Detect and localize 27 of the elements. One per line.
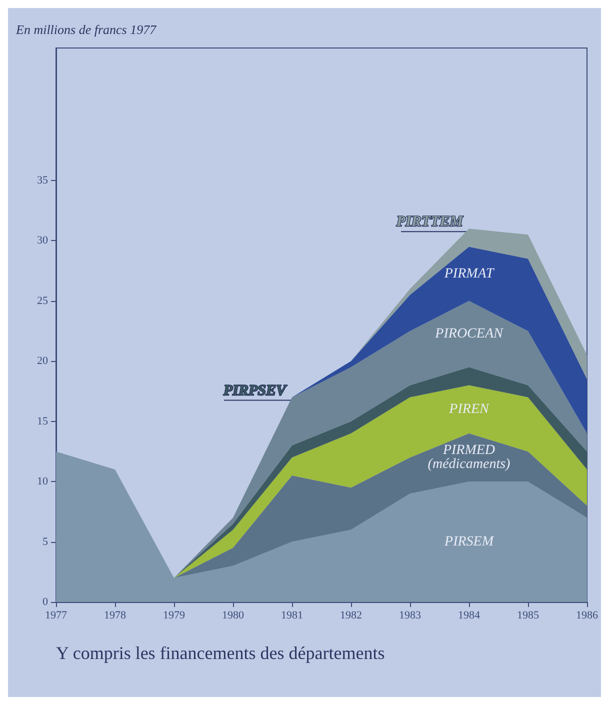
y-tick-label: 30 xyxy=(37,234,48,247)
series-label: PIRSEM xyxy=(444,534,495,550)
x-tick-label: 1984 xyxy=(458,610,480,622)
y-tick-label: 10 xyxy=(37,476,48,488)
series-label: PIRMAT xyxy=(443,266,495,282)
x-tick-label: 1979 xyxy=(163,610,186,622)
series-label: PIREN xyxy=(448,402,490,417)
text: Y compris les financements des départements xyxy=(56,643,385,663)
x-tick-label: 1980 xyxy=(222,610,244,622)
x-tick-label: 1985 xyxy=(517,610,540,622)
x-tick-label: 1983 xyxy=(399,610,422,622)
x-tick-label: 1977 xyxy=(45,610,68,622)
text: PIRPSEV xyxy=(223,382,288,399)
x-tick-label: 1986 xyxy=(576,610,598,622)
x-tick-label: 1978 xyxy=(104,610,126,622)
y-tick-label: 25 xyxy=(37,294,48,307)
y-tick-label: 20 xyxy=(37,355,48,368)
series-label: PIROCEAN xyxy=(434,326,504,342)
y-axis-title: En millions de francs 1977 xyxy=(15,22,157,37)
y-tick-label: 35 xyxy=(37,174,48,186)
series-label: PIRTTEM xyxy=(396,214,464,230)
y-tick-label: 0 xyxy=(42,596,48,608)
x-tick-label: 1981 xyxy=(281,610,303,622)
y-tick-label: 5 xyxy=(42,536,48,548)
x-tick-label: 1982 xyxy=(340,610,362,622)
y-tick-label: 15 xyxy=(37,415,48,428)
series-label: PIRMED (médicaments) xyxy=(428,442,511,472)
